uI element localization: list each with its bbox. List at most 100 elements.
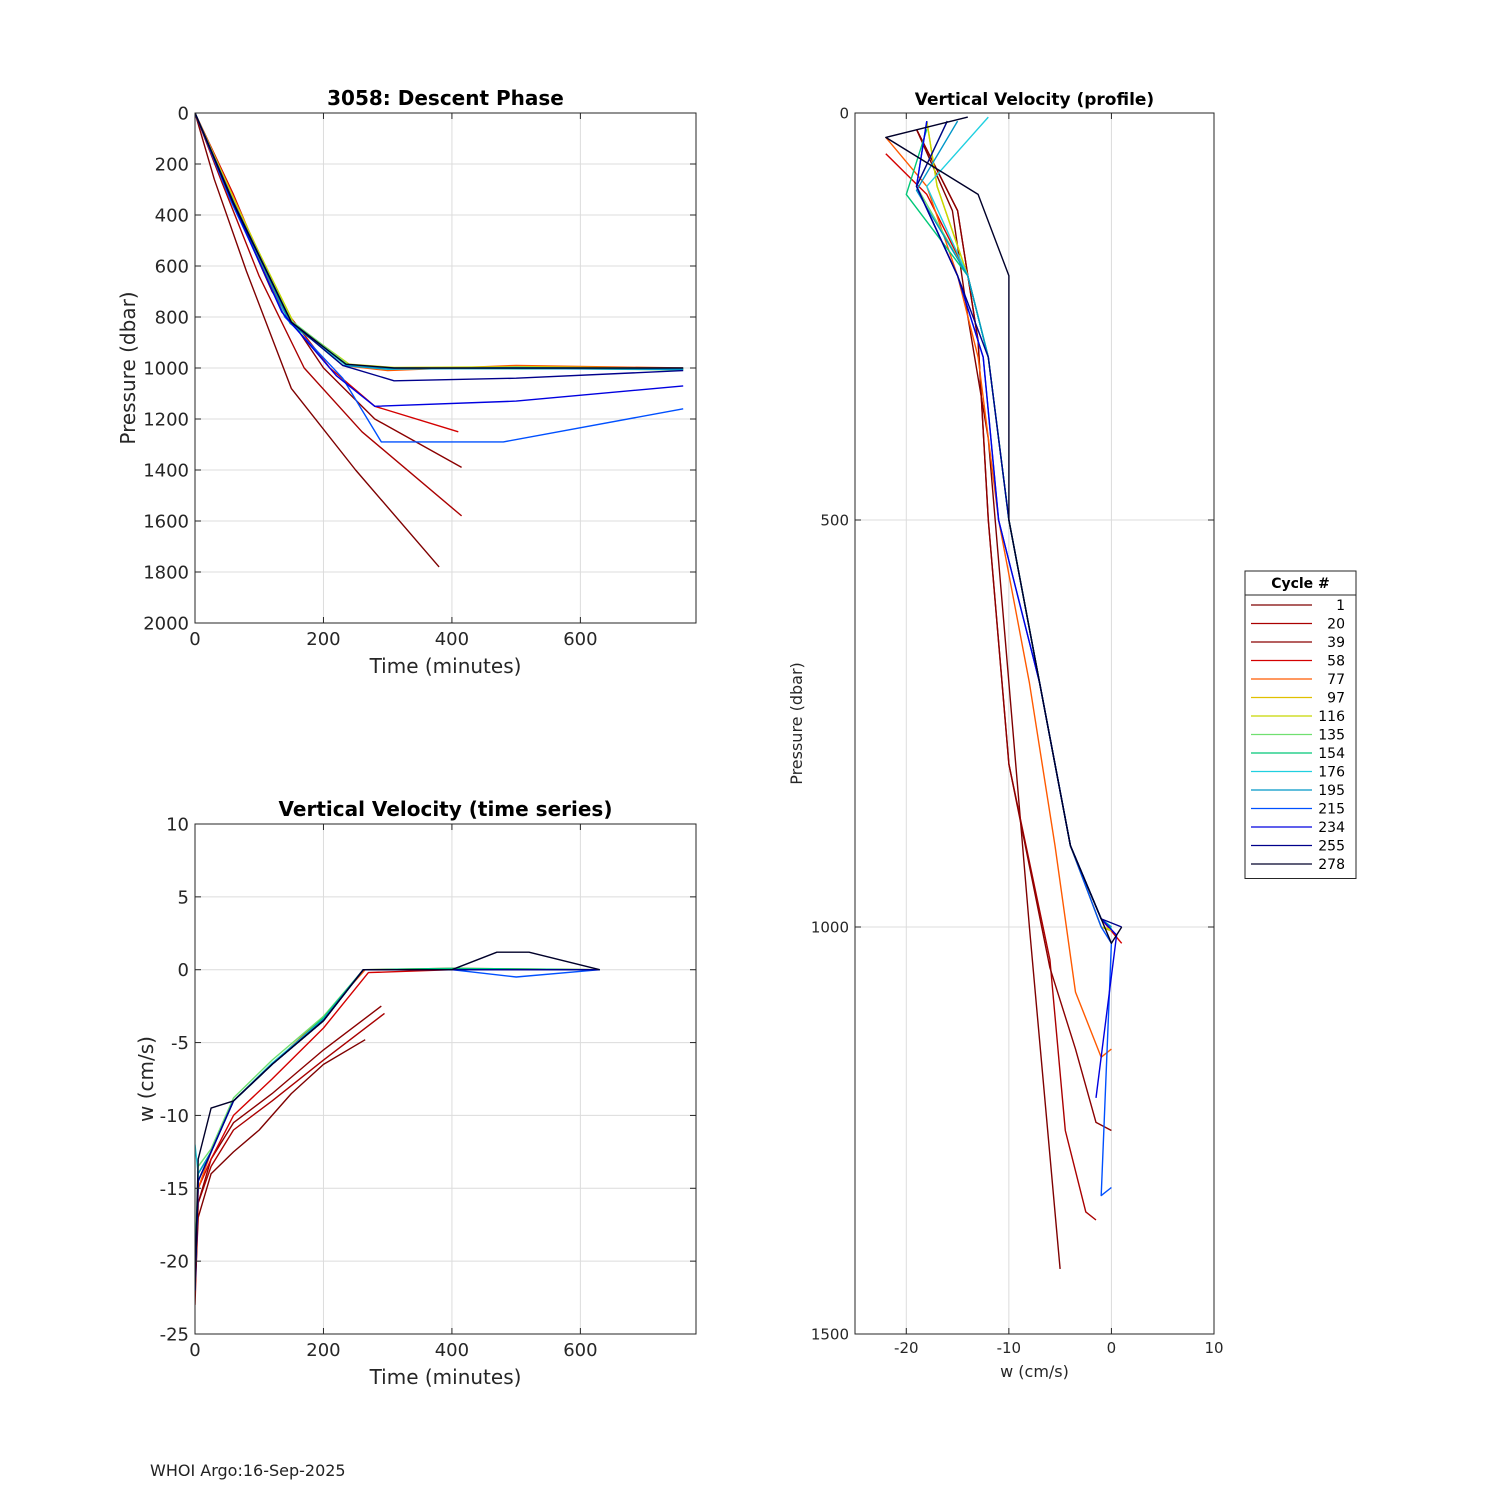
series-line-cycle-234 xyxy=(915,120,1118,1098)
y-axis-label: Pressure (dbar) xyxy=(116,291,140,444)
legend-entry-label: 39 xyxy=(1327,635,1345,651)
x-tick-label: 0 xyxy=(189,1340,200,1361)
series-line-cycle-77 xyxy=(195,113,684,372)
series-line-cycle-20 xyxy=(195,113,463,517)
y-tick-label: -10 xyxy=(160,1106,189,1127)
wprofile-chart: -20 -10 0 10 0 500 1000 1500 Vertical Velocity (… xyxy=(787,90,1224,1381)
chart-title: Vertical Velocity (profile) xyxy=(915,90,1154,110)
series-line-cycle-97 xyxy=(195,113,684,370)
series-line-cycle-154 xyxy=(195,113,684,370)
legend-entry-label: 77 xyxy=(1327,672,1345,688)
x-axis-label: Time (minutes) xyxy=(369,1365,522,1389)
series-line-cycle-176 xyxy=(195,113,684,370)
y-tick-label: 1600 xyxy=(143,511,189,532)
x-axis-label: w (cm/s) xyxy=(1000,1362,1069,1381)
y-tick-label: 1400 xyxy=(143,460,189,481)
series-line-cycle-195 xyxy=(195,113,684,371)
y-tick-label: 2000 xyxy=(143,613,189,634)
legend: Cycle # 1 20 39 58 77 97 116 135 154 176 195 215 234 2… xyxy=(1244,570,1357,879)
footer-stamp: WHOI Argo:16-Sep-2025 xyxy=(150,1461,346,1480)
series-line-cycle-1 xyxy=(915,129,1061,1269)
series-line-cycle-58 xyxy=(195,969,600,1291)
series-line-cycle-97 xyxy=(195,969,600,1276)
y-axis-label: Pressure (dbar) xyxy=(787,662,806,785)
y-tick-label: 400 xyxy=(155,205,189,226)
series-line-cycle-255 xyxy=(195,969,600,1291)
legend-entry-label: 255 xyxy=(1318,839,1345,855)
legend-entry-label: 116 xyxy=(1318,709,1345,725)
series-line-cycle-116 xyxy=(195,113,684,370)
axes-box xyxy=(854,112,1215,1335)
series-line-cycle-215 xyxy=(915,120,1113,1197)
y-tick-label: 5 xyxy=(178,887,189,908)
x-tick-label: -20 xyxy=(894,1339,919,1357)
legend-entry-label: 176 xyxy=(1318,765,1345,781)
x-tick-label: 10 xyxy=(1204,1339,1223,1357)
series-line-cycle-278 xyxy=(195,951,600,1291)
legend-entry-label: 20 xyxy=(1327,617,1345,633)
series-group xyxy=(885,116,1123,1269)
x-tick-label: 200 xyxy=(306,1340,340,1361)
y-tick-label: 800 xyxy=(155,307,189,328)
chart-title: Vertical Velocity (time series) xyxy=(279,797,613,821)
legend-entry-label: 234 xyxy=(1318,820,1345,836)
x-axis-label: Time (minutes) xyxy=(369,654,522,678)
series-line-cycle-215 xyxy=(195,113,684,443)
series-line-cycle-39 xyxy=(195,113,462,469)
series-line-cycle-154 xyxy=(195,967,600,1276)
legend-entry-label: 135 xyxy=(1318,728,1345,744)
legend-entry-label: 154 xyxy=(1318,746,1345,762)
chart-title: 3058: Descent Phase xyxy=(327,86,564,110)
legend-entry-label: 215 xyxy=(1318,802,1345,818)
series-line-cycle-20 xyxy=(915,128,1097,1221)
y-tick-label: 1500 xyxy=(811,1325,849,1343)
series-line-cycle-116 xyxy=(195,969,600,1276)
series-line-cycle-77 xyxy=(195,967,600,1291)
series-line-cycle-278 xyxy=(195,113,684,369)
series-line-cycle-58 xyxy=(195,113,459,433)
legend-title: Cycle # xyxy=(1271,576,1330,592)
x-tick-label: 200 xyxy=(306,629,340,650)
x-tick-label: 600 xyxy=(563,629,597,650)
series-line-cycle-195 xyxy=(195,969,600,1276)
series-line-cycle-39 xyxy=(915,128,1112,1132)
y-tick-label: -15 xyxy=(160,1179,189,1200)
descent-chart: 0 200 400 600 0 200 400 600 800 1000 1200 1400 1600 1… xyxy=(116,86,697,678)
y-tick-label: 200 xyxy=(155,154,189,175)
y-tick-label: 600 xyxy=(155,256,189,277)
series-line-cycle-1 xyxy=(195,1039,366,1291)
x-tick-label: -10 xyxy=(997,1339,1022,1357)
y-tick-label: 1800 xyxy=(143,562,189,583)
y-tick-label: 0 xyxy=(839,104,849,122)
legend-entry-label: 1 xyxy=(1336,598,1345,614)
y-tick-label: 1000 xyxy=(143,358,189,379)
series-line-cycle-176 xyxy=(195,969,600,1175)
y-tick-label: 1200 xyxy=(143,409,189,430)
y-axis-label: w (cm/s) xyxy=(134,1036,158,1122)
legend-entry-label: 195 xyxy=(1318,783,1345,799)
series-line-cycle-135 xyxy=(195,113,684,371)
y-tick-label: -20 xyxy=(160,1252,189,1273)
wtime-chart: 0 200 400 600 10 5 0 -5 -10 -15 -20 -25 Vertical Vel… xyxy=(134,797,697,1389)
series-line-cycle-215 xyxy=(195,969,600,1291)
axes-box xyxy=(194,823,697,1335)
y-tick-label: -25 xyxy=(160,1324,189,1345)
x-tick-label: 600 xyxy=(563,1340,597,1361)
series-group xyxy=(195,951,600,1305)
series-line-cycle-278 xyxy=(885,116,1123,944)
series-line-cycle-234 xyxy=(195,113,684,407)
y-tick-label: 0 xyxy=(178,103,189,124)
y-tick-label: 1000 xyxy=(811,918,849,936)
y-tick-label: -5 xyxy=(171,1033,189,1054)
y-tick-label: 0 xyxy=(178,960,189,981)
x-tick-label: 400 xyxy=(435,1340,469,1361)
series-line-cycle-234 xyxy=(195,969,600,1291)
series-line-cycle-1 xyxy=(195,113,440,568)
y-tick-label: 500 xyxy=(820,511,849,529)
legend-entry-label: 97 xyxy=(1327,691,1345,707)
legend-entry-label: 278 xyxy=(1318,857,1345,873)
legend-entry-label: 58 xyxy=(1327,654,1345,670)
series-line-cycle-255 xyxy=(195,113,684,382)
x-tick-label: 0 xyxy=(1107,1339,1117,1357)
